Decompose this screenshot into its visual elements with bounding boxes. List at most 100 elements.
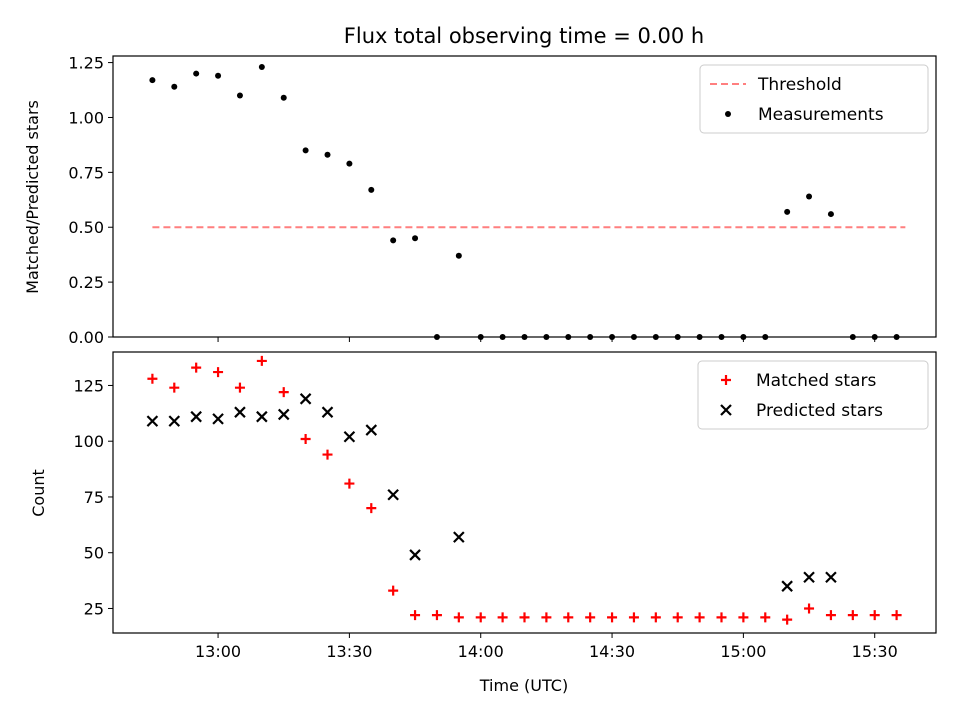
matched-stars-point — [410, 610, 421, 621]
legend-measurements-swatch — [725, 111, 731, 117]
measurement-point — [193, 70, 200, 77]
matched-stars-point — [169, 382, 180, 393]
bottom-plot-area: 13:00 13:30 14:00 14:30 15:00 15:30 25 50 75 100 1… — [73, 351, 937, 661]
legend-matched-swatch — [721, 375, 731, 385]
y-tick-label: 0.75 — [68, 163, 104, 182]
predicted-stars-point — [453, 531, 465, 543]
matched-stars-point — [431, 610, 442, 621]
measurement-point — [346, 160, 353, 167]
measurement-point — [302, 147, 309, 154]
x-tick-label: 14:00 — [458, 642, 504, 661]
predicted-stars-point — [365, 424, 378, 436]
y-tick-label: 25 — [84, 599, 104, 618]
y-tick-label: 1.25 — [68, 54, 104, 73]
matched-stars-point — [869, 610, 880, 621]
measurement-point — [521, 334, 528, 340]
measurement-point — [740, 334, 747, 340]
measurement-point — [630, 334, 637, 340]
measurement-point — [477, 334, 484, 340]
legend-label: Threshold — [757, 75, 842, 95]
legend-box — [697, 360, 929, 430]
predicted-stars-point — [146, 415, 159, 427]
y-tick-label: 125 — [73, 376, 104, 395]
matched-stars-point — [344, 478, 355, 489]
measurement-point — [806, 193, 813, 200]
predicted-stars-point — [190, 410, 202, 423]
x-axis-label: Time (UTC) — [479, 676, 568, 695]
measurement-point — [652, 334, 659, 340]
predicted-stars-point — [299, 393, 312, 405]
measurement-point — [324, 151, 331, 158]
predicted-stars-point — [387, 488, 399, 501]
measurement-point — [871, 334, 878, 340]
measurement-point — [609, 334, 616, 340]
bottom-y-axis-label: Count — [29, 469, 48, 517]
y-tick-label: 100 — [73, 432, 104, 451]
legend-label: Measurements — [758, 105, 884, 125]
y-tick-label: 0.00 — [68, 328, 104, 347]
measurement-point — [827, 211, 834, 218]
matched-stars-point — [782, 614, 793, 625]
measurement-point — [849, 334, 856, 340]
measurement-point — [368, 186, 375, 193]
measurement-point — [587, 334, 594, 340]
matched-stars-point — [716, 612, 727, 623]
predicted-stars-point — [781, 580, 793, 592]
axes-frame — [112, 351, 937, 634]
measurement-point — [215, 72, 222, 79]
measurement-point — [718, 334, 725, 340]
x-tick-label: 15:30 — [852, 642, 898, 661]
matched-stars-point — [191, 362, 202, 373]
measurement-point — [696, 334, 703, 340]
matched-stars-point — [585, 612, 596, 623]
measurement-point — [455, 252, 462, 259]
predicted-stars-point — [277, 408, 290, 421]
matched-stars-point — [322, 449, 333, 460]
predicted-stars-point — [212, 413, 224, 425]
matched-stars-point — [256, 355, 267, 366]
matched-stars-point — [278, 387, 289, 398]
matched-stars-point — [672, 612, 683, 623]
measurement-point — [280, 94, 287, 101]
matched-stars-point — [847, 610, 858, 621]
matched-stars-point — [366, 503, 377, 514]
matched-stars-point — [804, 603, 815, 614]
y-tick-label: 1.00 — [68, 108, 104, 127]
predicted-stars-point — [409, 549, 421, 561]
x-tick-label: 15:00 — [720, 642, 766, 661]
y-tick-label: 0.50 — [68, 218, 104, 237]
matched-stars-point — [388, 585, 399, 596]
measurement-point — [762, 334, 769, 340]
predicted-stars-point — [234, 406, 246, 418]
measurement-point — [784, 208, 791, 215]
predicted-stars-point — [256, 410, 268, 423]
predicted-stars-point — [321, 406, 334, 418]
y-tick-label: 50 — [84, 544, 104, 563]
top-chart-title: Flux total observing time = 0.00 h — [344, 24, 704, 48]
matched-stars-point — [300, 433, 311, 444]
matched-stars-point — [497, 612, 508, 623]
matched-stars-point — [475, 612, 486, 623]
measurement-point — [390, 237, 397, 244]
matched-stars-point — [694, 612, 705, 623]
matched-stars-point — [628, 612, 639, 623]
matched-stars-point — [234, 382, 245, 393]
measurement-point — [565, 334, 572, 340]
measurement-point — [499, 334, 506, 340]
matched-stars-point — [147, 373, 158, 384]
predicted-stars-point — [168, 415, 181, 427]
predicted-stars-point — [803, 571, 815, 584]
matched-stars-point — [563, 612, 574, 623]
y-tick-label: 75 — [84, 488, 104, 507]
measurement-point — [171, 83, 178, 90]
measurement-point — [236, 92, 243, 99]
legend-label: Predicted stars — [756, 401, 883, 421]
legend: Threshold Measurements — [699, 64, 929, 134]
matched-stars-point — [738, 612, 749, 623]
top-y-axis-label: Matched/Predicted stars — [23, 100, 42, 294]
y-tick-label: 0.25 — [68, 273, 104, 292]
measurement-point — [258, 63, 265, 70]
predicted-stars-point — [343, 430, 356, 443]
legend-box — [699, 64, 929, 134]
